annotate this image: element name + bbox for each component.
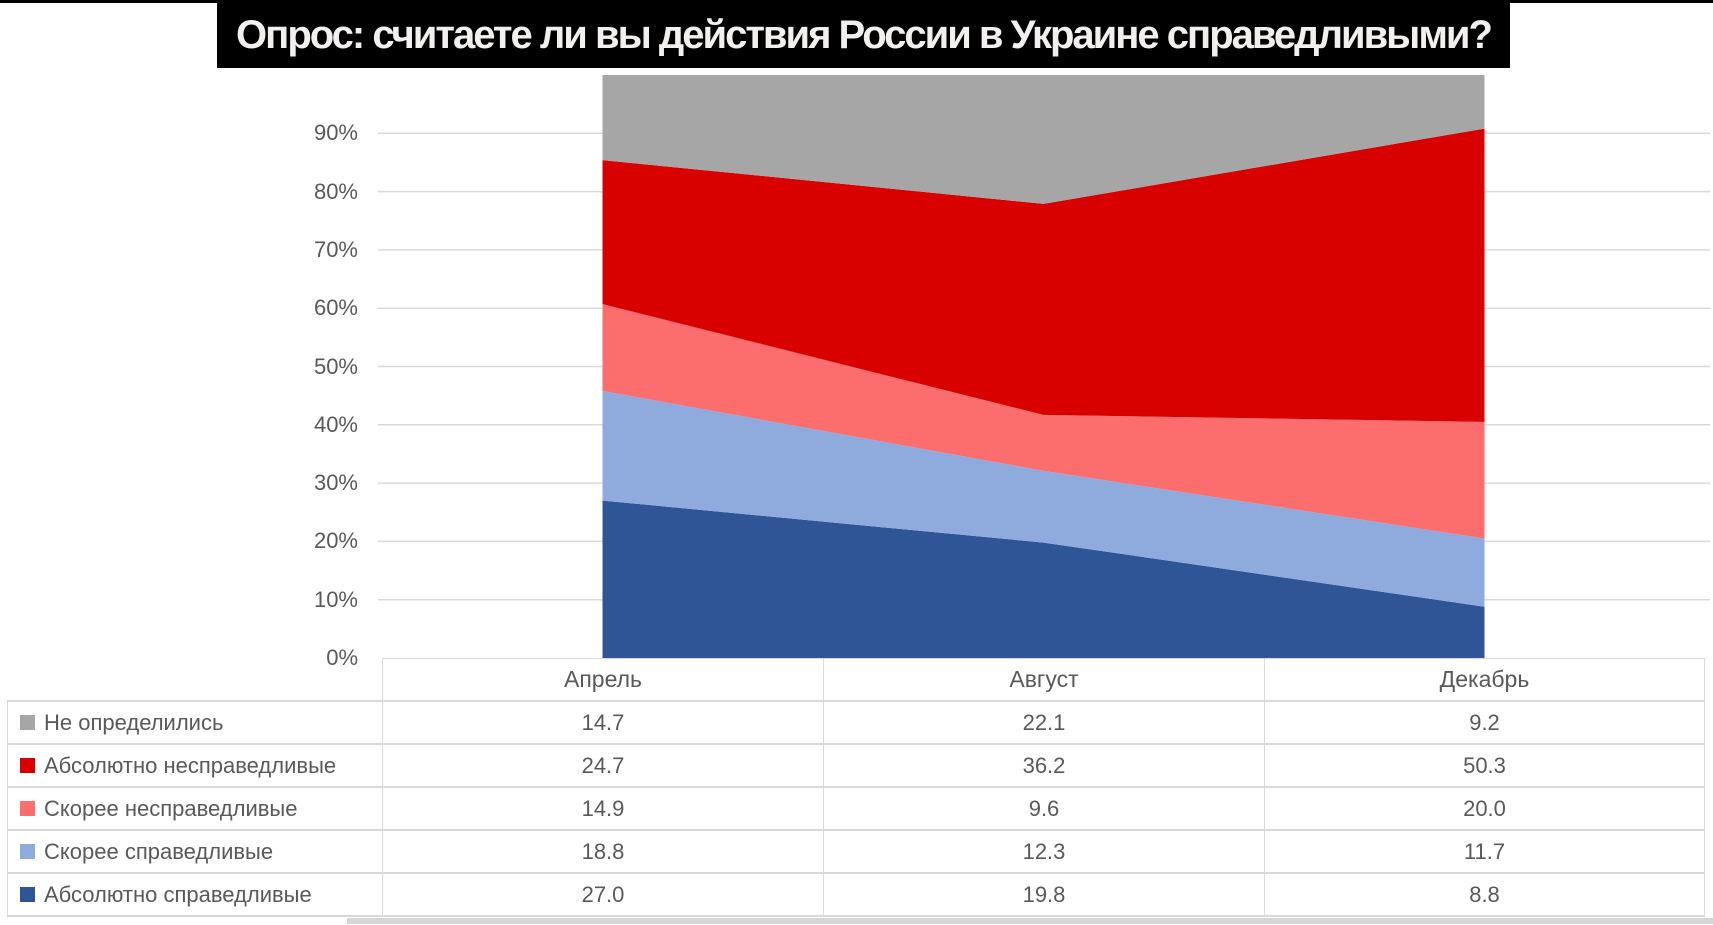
table-value-cell: 18.8	[382, 831, 823, 872]
table-header-cell: Апрель	[382, 658, 823, 700]
table-value-cell: 12.3	[823, 831, 1264, 872]
table-value-cell: 24.7	[382, 745, 823, 786]
legend-label-cell: Скорее несправедливые	[7, 788, 382, 829]
y-axis-tick-label: 10%	[313, 586, 358, 612]
table-value-cell: 20.0	[1264, 788, 1705, 829]
stacked-area-plot	[378, 75, 1710, 658]
area-series-2	[602, 304, 1485, 539]
table-value-cell: 50.3	[1264, 745, 1705, 786]
table-value-cell: 27.0	[382, 874, 823, 915]
legend-label: Не определились	[44, 709, 224, 735]
table-row: Скорее несправедливые 14.9 9.6 20.0	[7, 786, 1705, 829]
legend-label-cell: Абсолютно справедливые	[7, 874, 382, 915]
table-value-cell: 14.9	[382, 788, 823, 829]
area-series-0	[602, 500, 1485, 658]
y-axis-tick-label: 70%	[313, 236, 358, 262]
y-axis-tick-label: 20%	[313, 528, 358, 554]
table-header-cell: Август	[823, 658, 1264, 700]
legend-label-cell: Не определились	[7, 702, 382, 743]
table-row: Не определились 14.7 22.1 9.2	[7, 700, 1705, 743]
table-value-cell: 22.1	[823, 702, 1264, 743]
table-row: Абсолютно справедливые 27.0 19.8 8.8	[7, 872, 1705, 915]
area-series-3	[602, 128, 1485, 422]
area-series-1	[602, 390, 1485, 607]
legend-label: Скорее справедливые	[44, 838, 274, 864]
table-value-cell: 11.7	[1264, 831, 1705, 872]
y-axis-tick-label: 60%	[313, 295, 358, 321]
legend-swatch	[20, 887, 35, 902]
legend-swatch	[20, 758, 35, 773]
table-row: Абсолютно несправедливые 24.7 36.2 50.3	[7, 743, 1705, 786]
table-value-cell: 36.2	[823, 745, 1264, 786]
y-axis-tick-label: 40%	[313, 411, 358, 437]
legend-swatch	[20, 844, 35, 859]
data-table: Не определились 14.7 22.1 9.2 Абсолютно несп…	[7, 700, 1705, 917]
table-value-cell: 9.6	[823, 788, 1264, 829]
table-value-cell: 19.8	[823, 874, 1264, 915]
top-border	[0, 0, 1713, 3]
legend-label-cell: Скорее справедливые	[7, 831, 382, 872]
y-axis-tick-label: 50%	[313, 353, 358, 379]
area-series-4	[602, 75, 1485, 204]
legend-label: Абсолютно несправедливые	[44, 752, 337, 778]
y-axis-tick-label: 80%	[313, 178, 358, 204]
legend-label-cell: Абсолютно несправедливые	[7, 745, 382, 786]
legend-swatch	[20, 715, 35, 730]
bottom-edge-strip	[347, 918, 1713, 924]
y-axis-tick-label: 30%	[313, 470, 358, 496]
table-row: Скорее справедливые 18.8 12.3 11.7	[7, 829, 1705, 872]
table-header-row: Апрель Август Декабрь	[382, 658, 1705, 700]
table-value-cell: 14.7	[382, 702, 823, 743]
table-value-cell: 8.8	[1264, 874, 1705, 915]
chart-title: Опрос: считаете ли вы действия России в …	[217, 3, 1510, 68]
legend-swatch	[20, 801, 35, 816]
y-axis-tick-label: 90%	[313, 120, 358, 146]
table-header-cell: Декабрь	[1264, 658, 1705, 700]
table-value-cell: 9.2	[1264, 702, 1705, 743]
legend-label: Абсолютно справедливые	[44, 881, 312, 907]
y-axis-tick-label: 0%	[326, 645, 358, 670]
legend-label: Скорее несправедливые	[44, 795, 298, 821]
